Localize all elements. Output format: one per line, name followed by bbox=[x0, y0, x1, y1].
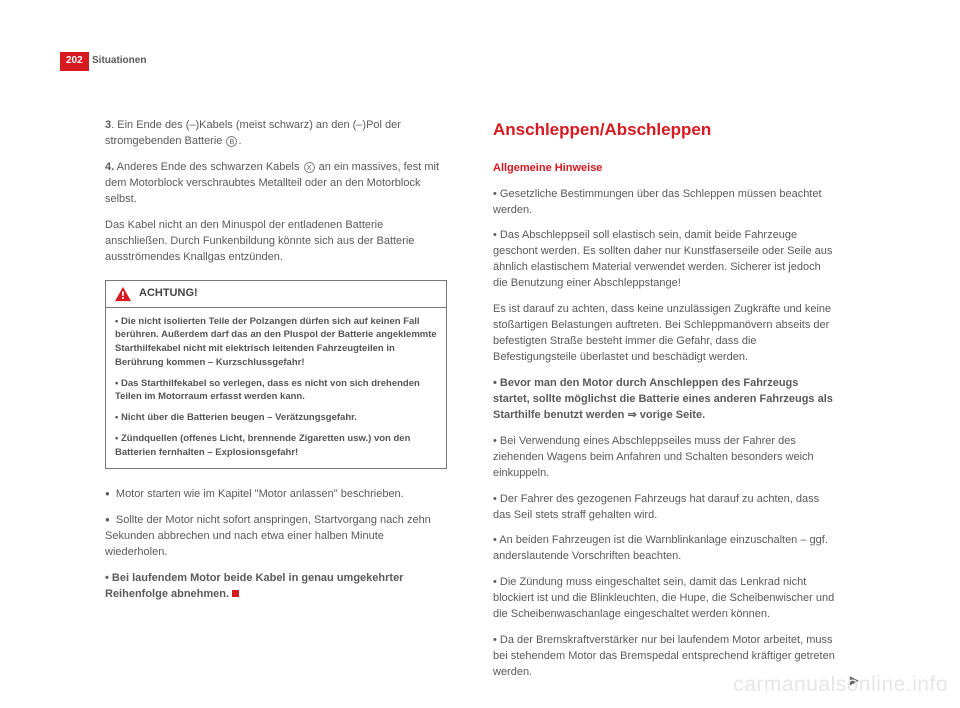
body-text: • An beiden Fahrzeugen ist die Warnblink… bbox=[493, 533, 835, 565]
body-text: Es ist darauf zu achten, dass keine unzu… bbox=[493, 302, 835, 366]
step-num: 4. bbox=[105, 161, 114, 173]
body-text: • Bei Verwendung eines Abschleppseiles m… bbox=[493, 434, 835, 482]
body-text: • Bei laufendem Motor beide Kabel in gen… bbox=[105, 572, 403, 600]
right-column: Anschleppen/Abschleppen Allgemeine Hinwe… bbox=[493, 118, 835, 691]
heading-2: Allgemeine Hinweise bbox=[493, 161, 835, 177]
warning-title: ACHTUNG! bbox=[139, 286, 198, 302]
body-text: • Das Abschleppseil soll elastisch sein,… bbox=[493, 228, 835, 292]
warning-item: • Zündquellen (offenes Licht, brennende … bbox=[115, 432, 437, 460]
step-3: 3. Ein Ende des (–)Kabels (meist schwarz… bbox=[105, 118, 447, 150]
warning-item: • Die nicht isolierten Teile der Polzang… bbox=[115, 315, 437, 370]
content-columns: 3. Ein Ende des (–)Kabels (meist schwarz… bbox=[105, 118, 835, 691]
bullet-dot-icon: ● bbox=[105, 489, 110, 498]
body-text: Anderes Ende des schwarzen Kabels bbox=[114, 161, 302, 173]
step-4: 4. Anderes Ende des schwarzen Kabels X a… bbox=[105, 160, 447, 208]
circle-letter-x: X bbox=[304, 162, 315, 173]
bullet-item: ● Motor starten wie im Kapitel "Motor an… bbox=[105, 487, 447, 503]
body-text: Motor starten wie im Kapitel "Motor anla… bbox=[113, 488, 404, 500]
bullet-dot-icon: ● bbox=[105, 515, 110, 524]
body-text: . Ein Ende des (–)Kabels (meist schwarz)… bbox=[105, 119, 401, 147]
bullet-item: ● Sollte der Motor nicht sofort anspring… bbox=[105, 513, 447, 561]
warning-triangle-icon bbox=[114, 286, 132, 302]
warning-item: • Nicht über die Batterien beugen – Verä… bbox=[115, 411, 437, 425]
bullet-item-bold: • Bei laufendem Motor beide Kabel in gen… bbox=[105, 571, 447, 603]
watermark: carmanualsonline.info bbox=[733, 670, 948, 700]
body-text: • Die Zündung muss eingeschaltet sein, d… bbox=[493, 575, 835, 623]
body-text: . bbox=[238, 135, 241, 147]
warning-body: • Die nicht isolierten Teile der Polzang… bbox=[106, 308, 446, 469]
warning-box: ACHTUNG! • Die nicht isolierten Teile de… bbox=[105, 280, 447, 470]
heading-1: Anschleppen/Abschleppen bbox=[493, 118, 835, 143]
body-text: Das Kabel nicht an den Minuspol der entl… bbox=[105, 218, 447, 266]
end-square-icon bbox=[232, 590, 239, 597]
left-column: 3. Ein Ende des (–)Kabels (meist schwarz… bbox=[105, 118, 447, 691]
warning-title-bar: ACHTUNG! bbox=[106, 281, 446, 308]
body-text-bold: • Bevor man den Motor durch Anschleppen … bbox=[493, 376, 835, 424]
circle-letter-b: B bbox=[226, 136, 237, 147]
body-text: • Der Fahrer des gezogenen Fahrzeugs hat… bbox=[493, 492, 835, 524]
section-title: Situationen bbox=[92, 52, 146, 69]
body-text: • Gesetzliche Bestimmungen über das Schl… bbox=[493, 187, 835, 219]
body-text: vorige Seite. bbox=[640, 409, 705, 421]
warning-item: • Das Starthilfekabel so verlegen, dass … bbox=[115, 377, 437, 405]
page-number-badge: 202 bbox=[60, 52, 89, 71]
body-text: Sollte der Motor nicht sofort anspringen… bbox=[105, 514, 431, 558]
